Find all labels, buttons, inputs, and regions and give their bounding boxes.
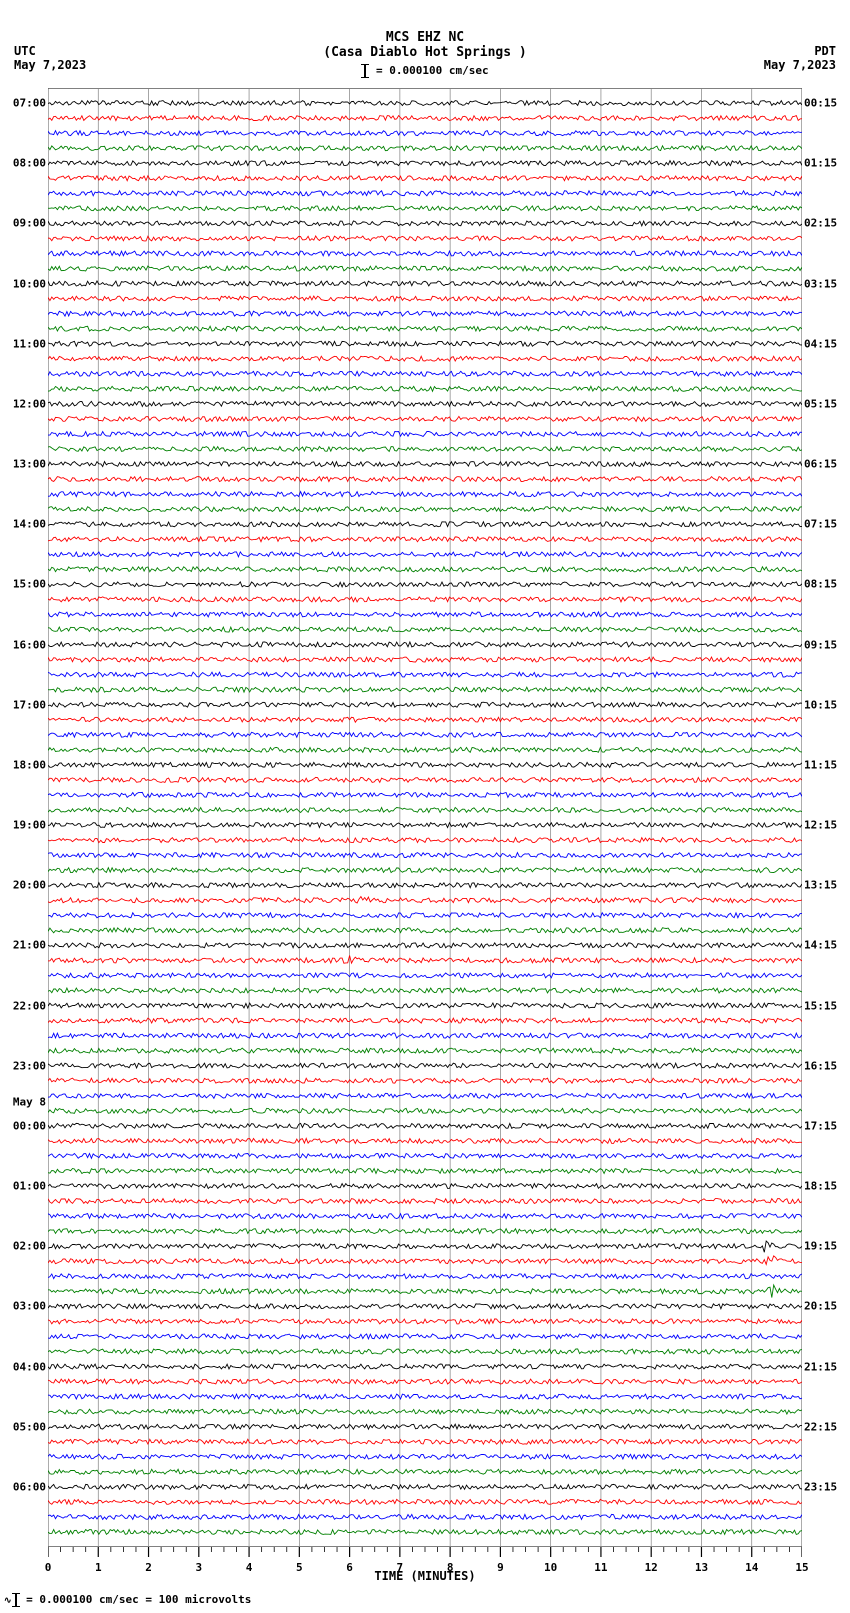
pdt-hour-label: 02:15: [804, 218, 850, 229]
utc-hour-label: 17:00: [0, 699, 46, 710]
utc-hour-label: 11:00: [0, 338, 46, 349]
left-date: May 7,2023: [14, 58, 86, 72]
scale-bar-icon: [364, 64, 366, 78]
pdt-hour-label: 01:15: [804, 158, 850, 169]
pdt-hour-label: 18:15: [804, 1181, 850, 1192]
left-timezone: UTC: [14, 44, 36, 58]
pdt-hour-label: 04:15: [804, 338, 850, 349]
utc-hour-label: 03:00: [0, 1301, 46, 1312]
station-name: (Casa Diablo Hot Springs ): [0, 45, 850, 60]
right-hour-labels: 00:15 01:15 02:15 03:15 04:15 05:15 06:15 07:15…: [802, 88, 848, 1547]
utc-hour-label: 06:00: [0, 1481, 46, 1492]
x-tick-label: 1: [95, 1561, 102, 1574]
x-tick-label: 3: [195, 1561, 202, 1574]
x-axis-label: TIME (MINUTES): [48, 1569, 802, 1583]
utc-hour-label: 14:00: [0, 519, 46, 530]
utc-hour-label: 05:00: [0, 1421, 46, 1432]
pdt-hour-label: 16:15: [804, 1060, 850, 1071]
left-hour-labels: 07:00 08:00 09:00 10:00 11:00 12:00 13:00 14:00…: [2, 88, 48, 1547]
utc-hour-label: 20:00: [0, 880, 46, 891]
utc-hour-label: 22:00: [0, 1000, 46, 1011]
seismogram-plot: [48, 88, 802, 1547]
utc-hour-label: 10:00: [0, 278, 46, 289]
x-tick-label: 5: [296, 1561, 303, 1574]
x-tick-label: 2: [145, 1561, 152, 1574]
utc-hour-label: 18:00: [0, 759, 46, 770]
pdt-hour-label: 23:15: [804, 1481, 850, 1492]
x-axis: TIME (MINUTES) 0123456789101112131415: [48, 1547, 802, 1583]
utc-hour-label: 07:00: [0, 98, 46, 109]
pdt-hour-label: 05:15: [804, 398, 850, 409]
pdt-hour-label: 03:15: [804, 278, 850, 289]
utc-hour-label: 21:00: [0, 940, 46, 951]
pdt-hour-label: 12:15: [804, 820, 850, 831]
scale-legend: = 0.000100 cm/sec: [0, 64, 850, 78]
station-code: MCS EHZ NC: [0, 0, 850, 45]
pdt-hour-label: 22:15: [804, 1421, 850, 1432]
x-tick-label: 13: [695, 1561, 708, 1574]
x-tick-label: 4: [246, 1561, 253, 1574]
pdt-hour-label: 19:15: [804, 1241, 850, 1252]
pdt-hour-label: 20:15: [804, 1301, 850, 1312]
scale-bar-icon: [15, 1593, 17, 1607]
x-tick-label: 0: [45, 1561, 52, 1574]
utc-hour-label: 15:00: [0, 579, 46, 590]
x-tick-label: 7: [397, 1561, 404, 1574]
x-tick-label: 10: [544, 1561, 557, 1574]
utc-hour-label: 19:00: [0, 820, 46, 831]
x-tick-label: 8: [447, 1561, 454, 1574]
pdt-hour-label: 15:15: [804, 1000, 850, 1011]
pdt-hour-label: 09:15: [804, 639, 850, 650]
day-marker: May 8: [0, 1097, 46, 1108]
x-tick-label: 12: [645, 1561, 658, 1574]
utc-hour-label: 09:00: [0, 218, 46, 229]
utc-hour-label: 01:00: [0, 1181, 46, 1192]
pdt-hour-label: 08:15: [804, 579, 850, 590]
right-timezone: PDT: [814, 44, 836, 58]
pdt-hour-label: 17:15: [804, 1120, 850, 1131]
x-tick-label: 6: [346, 1561, 353, 1574]
pdt-hour-label: 21:15: [804, 1361, 850, 1372]
pdt-hour-label: 00:15: [804, 98, 850, 109]
pdt-hour-label: 10:15: [804, 699, 850, 710]
utc-hour-label: 13:00: [0, 459, 46, 470]
x-tick-label: 15: [795, 1561, 808, 1574]
utc-hour-label: 12:00: [0, 398, 46, 409]
pdt-hour-label: 11:15: [804, 759, 850, 770]
utc-hour-label: 00:00: [0, 1120, 46, 1131]
pdt-hour-label: 14:15: [804, 940, 850, 951]
right-date: May 7,2023: [764, 58, 836, 72]
utc-hour-label: 02:00: [0, 1241, 46, 1252]
x-tick-label: 11: [594, 1561, 607, 1574]
x-tick-label: 9: [497, 1561, 504, 1574]
pdt-hour-label: 13:15: [804, 880, 850, 891]
scale-text: = 0.000100 cm/sec: [369, 64, 488, 77]
footer-scale: ∿ = 0.000100 cm/sec = 100 microvolts: [4, 1593, 251, 1607]
utc-hour-label: 04:00: [0, 1361, 46, 1372]
footer-text: = 0.000100 cm/sec = 100 microvolts: [20, 1593, 252, 1606]
x-tick-label: 14: [745, 1561, 758, 1574]
pdt-hour-label: 07:15: [804, 519, 850, 530]
utc-hour-label: 08:00: [0, 158, 46, 169]
utc-hour-label: 16:00: [0, 639, 46, 650]
pdt-hour-label: 06:15: [804, 459, 850, 470]
utc-hour-label: 23:00: [0, 1060, 46, 1071]
